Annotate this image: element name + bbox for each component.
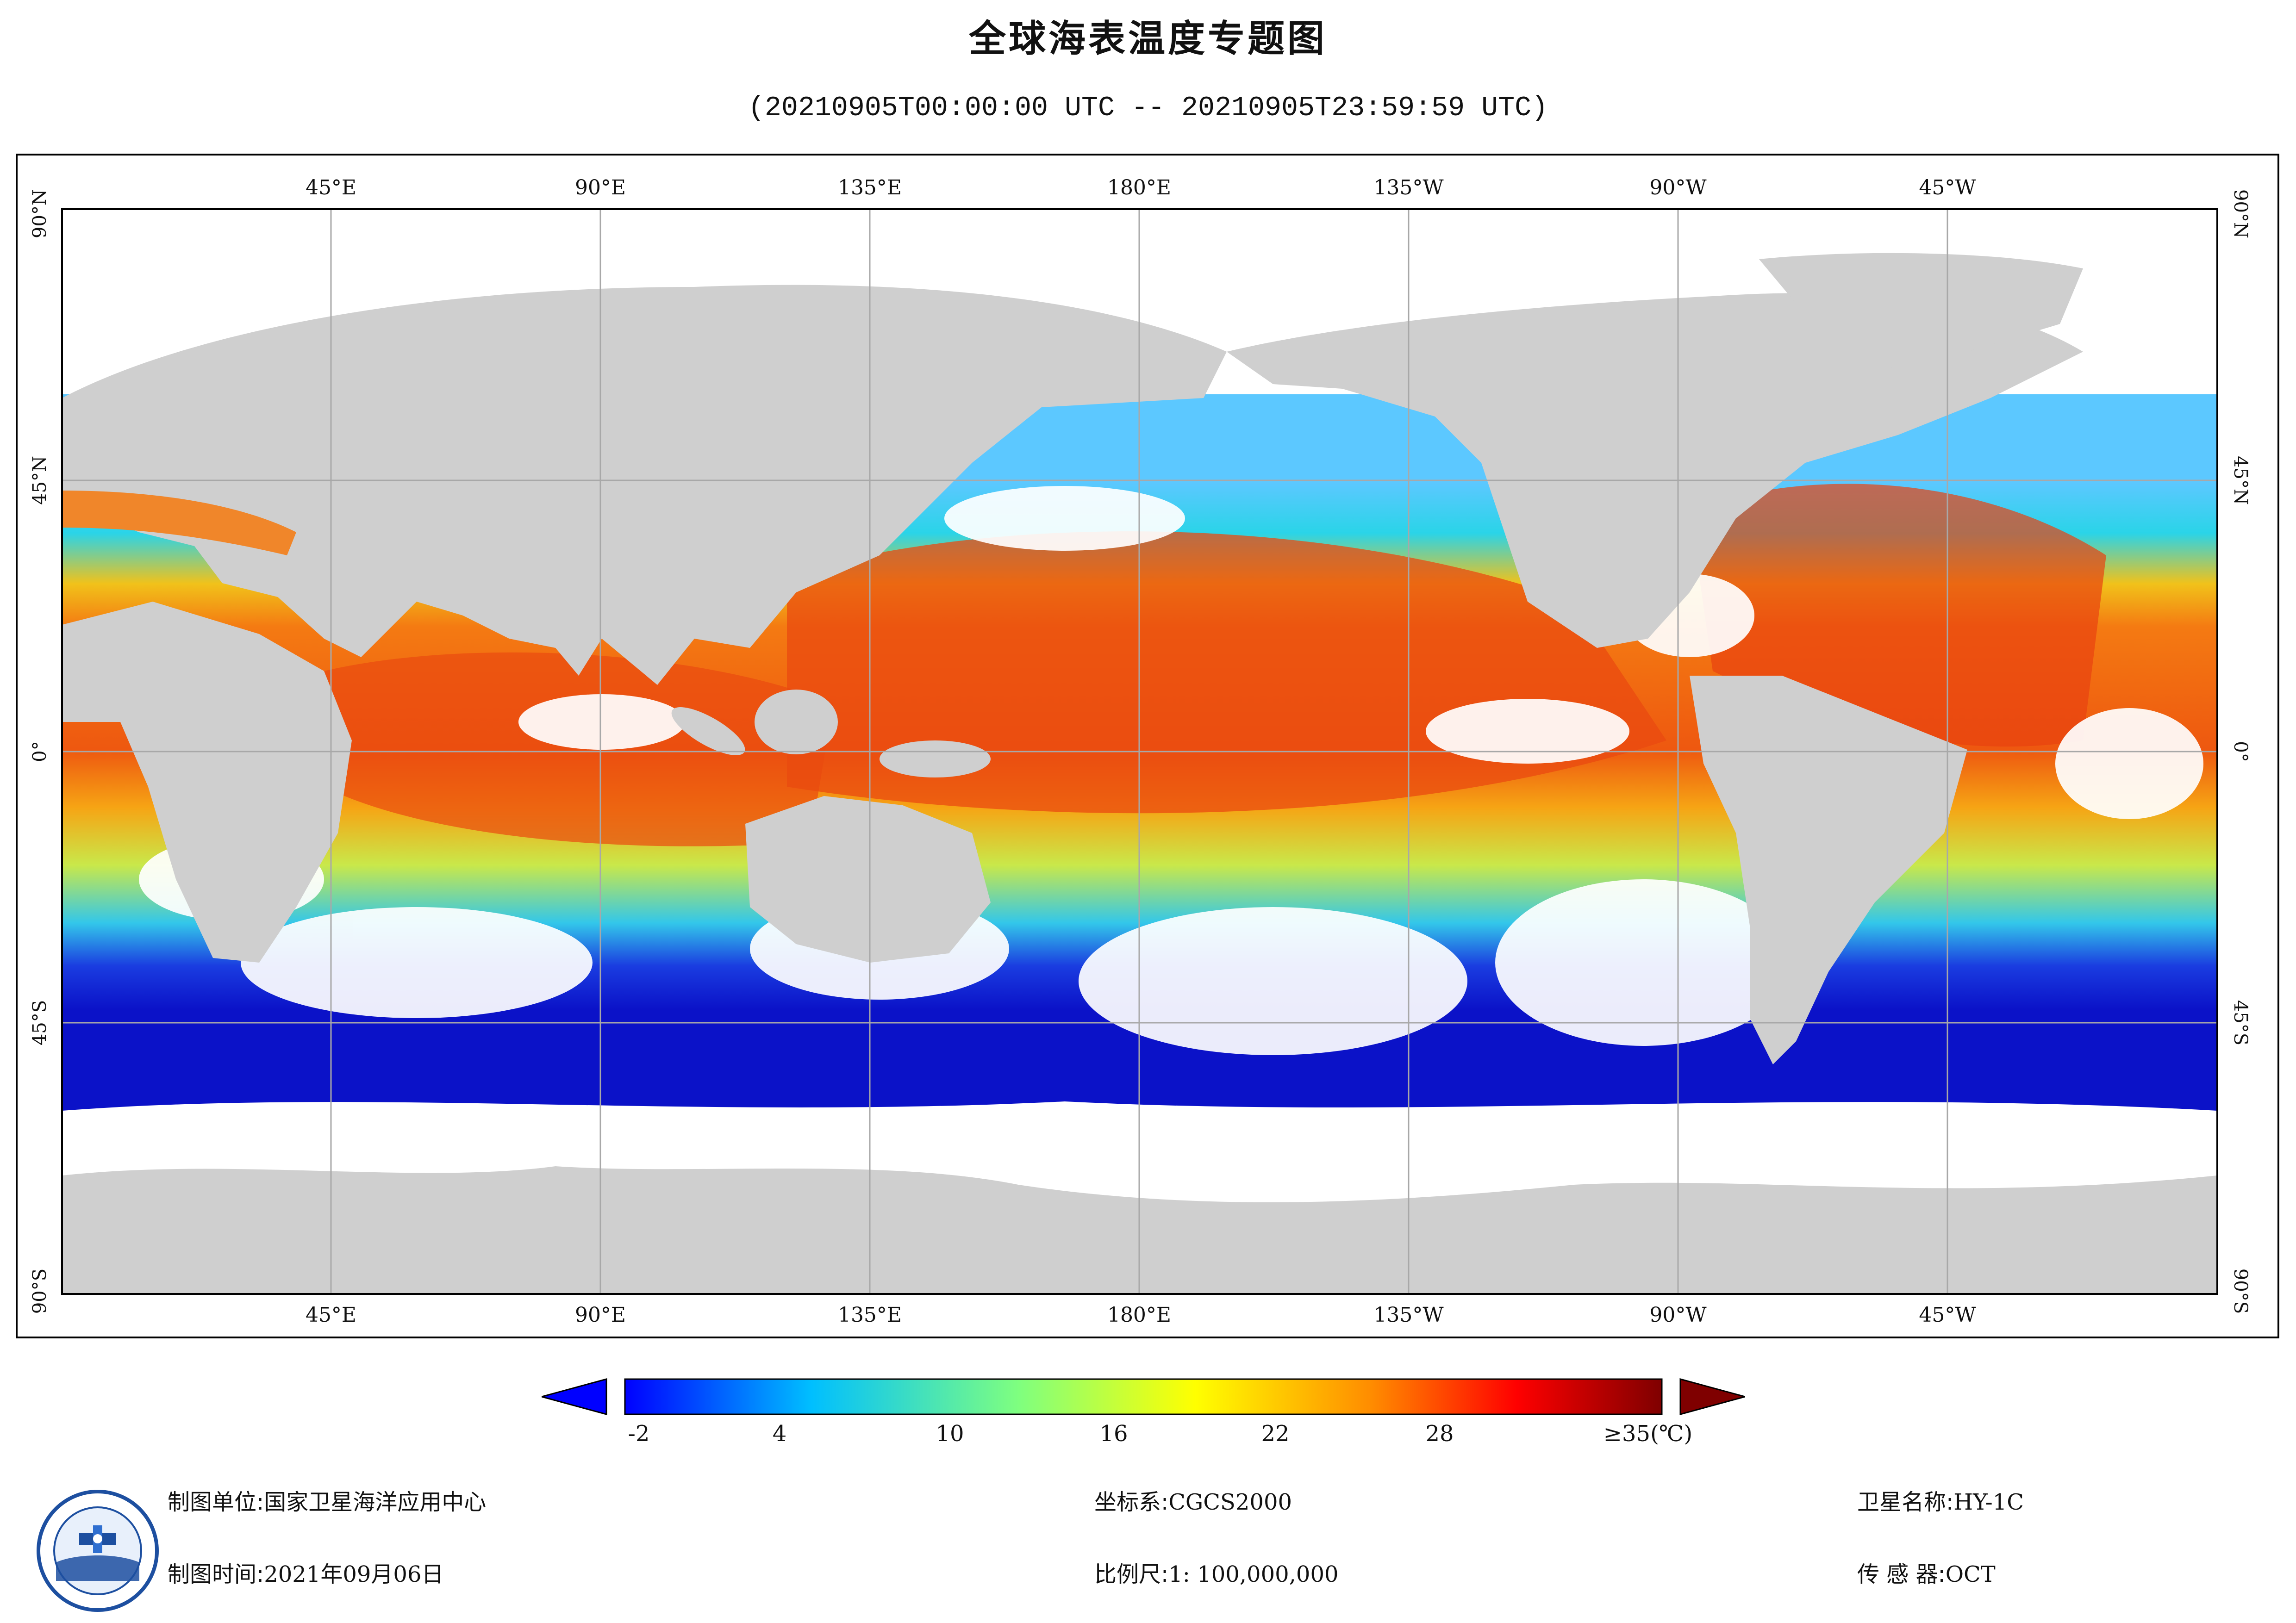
colorbar-tick-10: 10 — [936, 1421, 964, 1447]
lat-label-right-0: 0° — [2230, 741, 2251, 762]
colorbar-max-arrow — [1679, 1378, 1745, 1415]
page-title: 全球海表温度专题图 — [969, 17, 1327, 60]
north-america — [1227, 293, 2083, 648]
producer-label: 制图单位: — [168, 1489, 264, 1515]
satellite-label: 卫星名称: — [1857, 1489, 1954, 1515]
map-content — [62, 209, 2217, 1294]
lon-label-bottom-135w: 135°W — [1373, 1303, 1444, 1327]
lat-label-left-90n: 90°N — [29, 189, 50, 238]
colorbar-min-arrow — [542, 1378, 607, 1415]
map-frame — [16, 154, 2279, 1338]
sumatra — [671, 707, 745, 755]
satellite-value: HY-1C — [1953, 1489, 2024, 1515]
producer-value: 国家卫星海洋应用中心 — [264, 1489, 487, 1515]
lon-label-top-90w: 90°W — [1649, 176, 1707, 199]
lon-label-bottom-90w: 90°W — [1649, 1303, 1707, 1327]
sensor-value: OCT — [1945, 1561, 1996, 1587]
lat-label-right-90s: 90°S — [2230, 1268, 2251, 1314]
greenland — [1759, 253, 2083, 370]
new-guinea — [880, 740, 991, 777]
lat-label-left-45s: 45°S — [29, 1000, 50, 1046]
scale-info: 比例尺:1: 100,000,000 — [1094, 1563, 1339, 1586]
lon-label-bottom-45e: 45°E — [305, 1303, 357, 1327]
colorbar-tick-22: 22 — [1261, 1421, 1290, 1447]
producer-info: 制图单位:国家卫星海洋应用中心 — [168, 1491, 486, 1513]
lat-label-left-90s: 90°S — [29, 1268, 50, 1314]
graticule — [62, 209, 2217, 1294]
satellite-info: 卫星名称:HY-1C — [1857, 1491, 2024, 1513]
lon-label-bottom-45w: 45°W — [1919, 1303, 1976, 1327]
crs-label: 坐标系: — [1094, 1489, 1169, 1515]
lat-label-left-0: 0° — [29, 741, 50, 762]
lon-label-top-135e: 135°E — [837, 176, 902, 199]
lat-label-right-45s: 45°S — [2230, 1000, 2251, 1046]
mediterranean — [62, 491, 296, 555]
sst-hot-indian — [324, 652, 833, 846]
date-info: 制图时间:2021年09月06日 — [168, 1563, 444, 1586]
africa — [62, 602, 352, 963]
sst-map — [61, 208, 2218, 1295]
lat-label-right-45n: 45°N — [2230, 456, 2251, 505]
nsoas-logo-icon — [37, 1490, 159, 1612]
lat-label-left-45n: 45°N — [29, 456, 50, 505]
colorbar — [542, 1378, 1745, 1415]
sensor-label: 传 感 器: — [1857, 1561, 1946, 1587]
time-range-subtitle: (20210905T00:00:00 UTC -- 20210905T23:59… — [748, 93, 1548, 124]
lat-label-right-90n: 90°N — [2230, 189, 2251, 238]
date-label: 制图时间: — [168, 1561, 264, 1587]
lon-label-bottom-90e: 90°E — [574, 1303, 626, 1327]
lon-label-top-180e: 180°E — [1107, 176, 1172, 199]
date-value: 2021年09月06日 — [264, 1561, 444, 1587]
scale-value: 1: 100,000,000 — [1168, 1561, 1339, 1587]
sensor-info: 传 感 器:OCT — [1857, 1563, 1996, 1586]
colorbar-tick-4: 4 — [772, 1421, 787, 1447]
south-america — [1690, 676, 1967, 1064]
lon-label-bottom-180e: 180°E — [1107, 1303, 1172, 1327]
map-border — [61, 208, 2218, 1295]
lon-label-bottom-135e: 135°E — [837, 1303, 902, 1327]
australia — [745, 796, 991, 963]
crs-info: 坐标系:CGCS2000 — [1094, 1491, 1292, 1513]
eurasia — [62, 285, 1227, 685]
colorbar-tick-16: 16 — [1099, 1421, 1128, 1447]
borneo — [755, 690, 838, 754]
lon-label-top-90e: 90°E — [574, 176, 626, 199]
lon-label-top-135w: 135°W — [1373, 176, 1444, 199]
crs-value: CGCS2000 — [1168, 1489, 1292, 1515]
scale-label: 比例尺: — [1094, 1561, 1169, 1587]
colorbar-tick-neg2: -2 — [628, 1421, 650, 1447]
colorbar-tick-35: ≥35(℃) — [1603, 1421, 1693, 1447]
lon-label-top-45w: 45°W — [1919, 176, 1976, 199]
lon-label-top-45e: 45°E — [305, 176, 357, 199]
colorbar-tick-28: 28 — [1425, 1421, 1454, 1447]
colorbar-ramp — [624, 1378, 1663, 1415]
